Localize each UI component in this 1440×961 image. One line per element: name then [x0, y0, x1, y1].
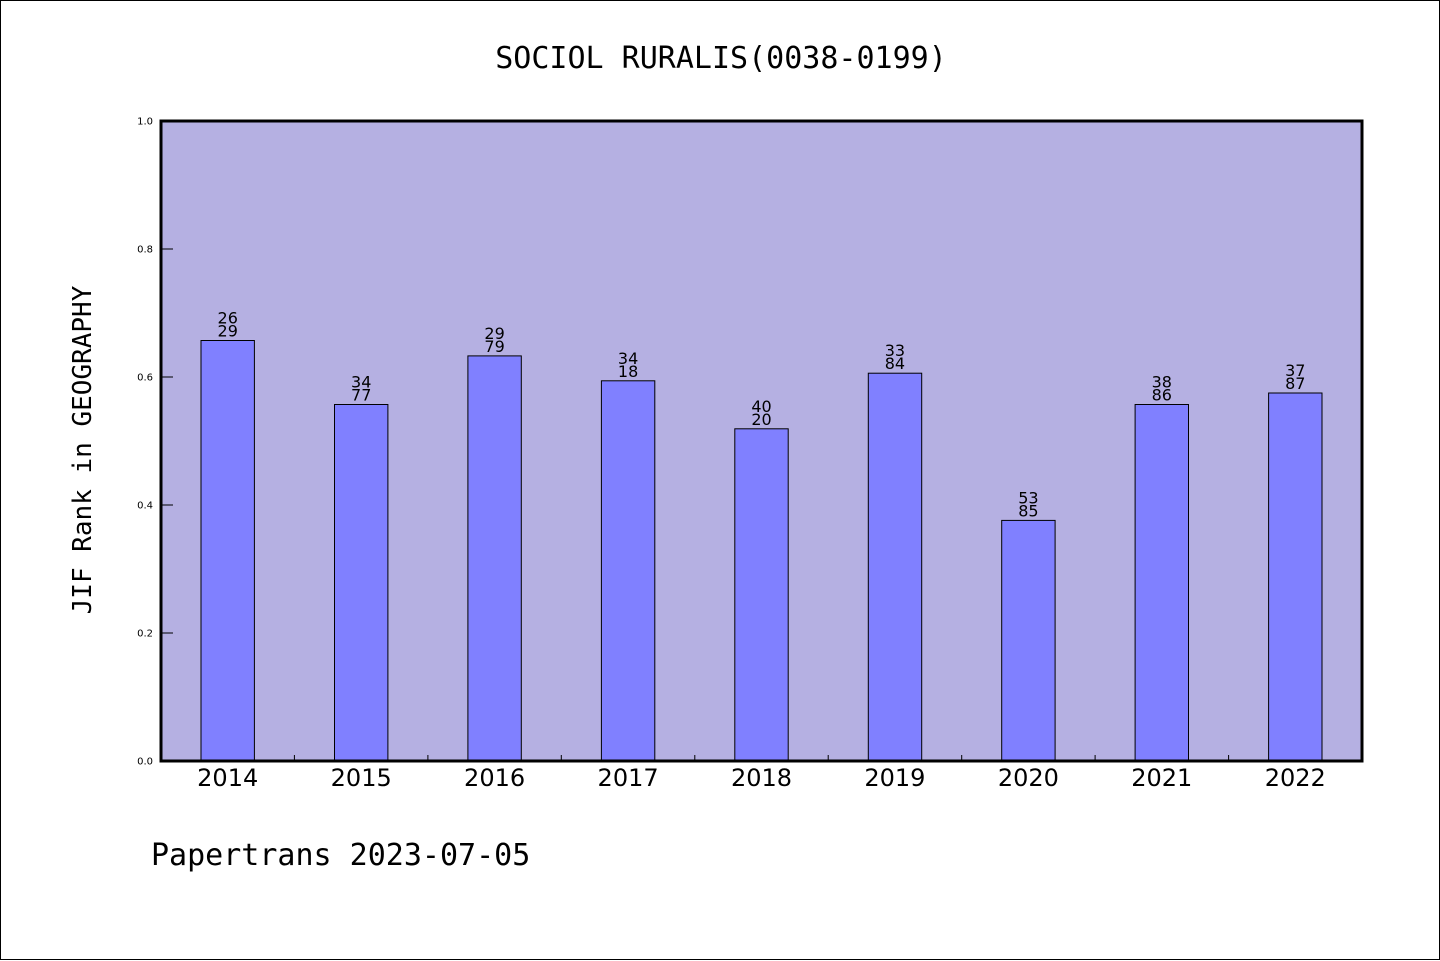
- bar-label-2015-rank: 34: [351, 373, 371, 392]
- bar-label-2019-rank: 33: [885, 341, 905, 360]
- bar-2020: [1001, 519, 1056, 762]
- bar-label-2020-total: 85: [1018, 501, 1038, 520]
- bar-label-2017-total: 18: [618, 362, 638, 381]
- x-tick-label-2017: 2017: [598, 764, 659, 792]
- chart-title: SOCIOL RURALIS(0038-0199): [495, 41, 947, 76]
- y-tick-label-0.2: 0.2: [137, 629, 153, 640]
- bar-label-2019-total: 84: [885, 354, 905, 373]
- x-tick-label-2014: 2014: [197, 764, 258, 792]
- bar-label-2018-total: 20: [751, 410, 771, 429]
- bar-2015: [334, 404, 389, 762]
- bar-label-2018-rank: 40: [751, 397, 771, 416]
- x-tick-label-2016: 2016: [464, 764, 525, 792]
- bar-label-2014-rank: 26: [218, 309, 238, 328]
- bar-label-2021-rank: 38: [1152, 373, 1172, 392]
- y-tick-label-0.0: 0.0: [137, 757, 153, 768]
- bar-2022: [1268, 392, 1323, 762]
- bar-label-2015-total: 77: [351, 386, 371, 405]
- bar-2018: [734, 428, 789, 762]
- y-tick-label-0.4: 0.4: [137, 501, 153, 512]
- bar-2021: [1134, 404, 1189, 762]
- y-axis-label: JIF Rank in GEOGRAPHY: [68, 285, 98, 614]
- y-tick-label-0.6: 0.6: [137, 373, 153, 384]
- x-tick-label-2015: 2015: [331, 764, 392, 792]
- bar-label-2016-rank: 29: [484, 324, 504, 343]
- x-tick-label-2019: 2019: [864, 764, 925, 792]
- x-tick-label-2020: 2020: [998, 764, 1059, 792]
- bar-label-2014-total: 29: [218, 322, 238, 341]
- x-tick-label-2018: 2018: [731, 764, 792, 792]
- bar-label-2022-total: 87: [1285, 374, 1305, 393]
- bar-label-2020-rank: 53: [1018, 488, 1038, 507]
- bars-layer: [200, 340, 1323, 762]
- x-axis: 2014 2015 2016 2017 2018 2019 2020 2021 2022: [197, 755, 1326, 792]
- bar-label-2016-total: 79: [484, 337, 504, 356]
- bar-label-2017-rank: 34: [618, 349, 638, 368]
- bar-2014: [200, 340, 255, 762]
- y-tick-label-1.0: 1.0: [137, 117, 153, 128]
- bar-2016: [467, 355, 522, 762]
- bar-2017: [600, 380, 656, 762]
- y-tick-label-0.8: 0.8: [137, 245, 153, 256]
- bar-2019: [867, 372, 923, 762]
- plot-border: [159, 119, 1364, 763]
- x-tick-label-2021: 2021: [1131, 764, 1192, 792]
- x-tick-label-2022: 2022: [1265, 764, 1326, 792]
- footer-watermark: Papertrans 2023-07-05: [151, 838, 530, 873]
- bar-label-2022-rank: 37: [1285, 361, 1305, 380]
- bar-label-2021-total: 86: [1152, 386, 1172, 405]
